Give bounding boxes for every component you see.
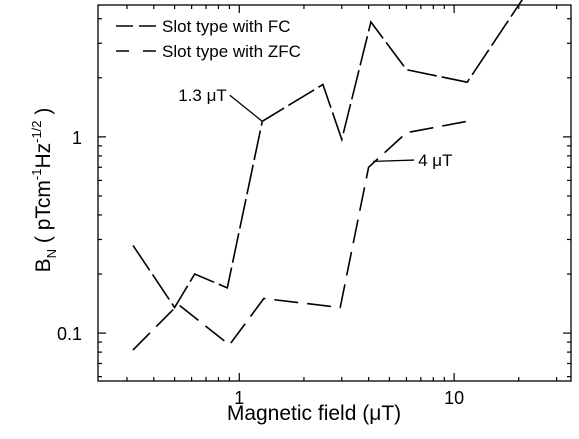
x-tick-label: 1	[234, 388, 244, 408]
annotation-label-2: 4 μT	[418, 151, 452, 170]
y-label-sub: N	[44, 249, 59, 258]
legend-label: Slot type with ZFC	[162, 42, 301, 61]
series-line-1	[132, 0, 524, 309]
axis-ticks: 1 10 0.1 1	[57, 5, 571, 408]
legend-label: Slot type with FC	[162, 17, 291, 36]
y-label-mid: ( pTcm	[32, 180, 55, 249]
y-axis-label: BN ( pTcm-1Hz-1/2 )	[29, 108, 59, 273]
annotation-leader-1	[229, 94, 263, 122]
y-label-end: )	[32, 108, 55, 121]
y-label-main: B	[32, 258, 55, 272]
y-label-sup1: -1	[29, 169, 44, 181]
x-tick-label: 10	[444, 388, 464, 408]
legend: Slot type with FC Slot type with ZFC	[116, 17, 301, 61]
plot-frame	[97, 4, 572, 382]
annotations: 1.3 μT 4 μT	[178, 86, 452, 170]
y-label-mid2: Hz	[32, 143, 55, 169]
x-axis-label: Magnetic field (μT)	[227, 402, 401, 425]
annotation-leader-2	[373, 159, 415, 163]
series-line-2	[132, 120, 468, 351]
y-label-sup2: -1/2	[29, 120, 44, 142]
y-tick-label: 1	[72, 128, 82, 148]
annotation-label-1: 1.3 μT	[178, 86, 227, 105]
series-group	[132, 0, 524, 351]
y-tick-label: 0.1	[57, 324, 82, 344]
